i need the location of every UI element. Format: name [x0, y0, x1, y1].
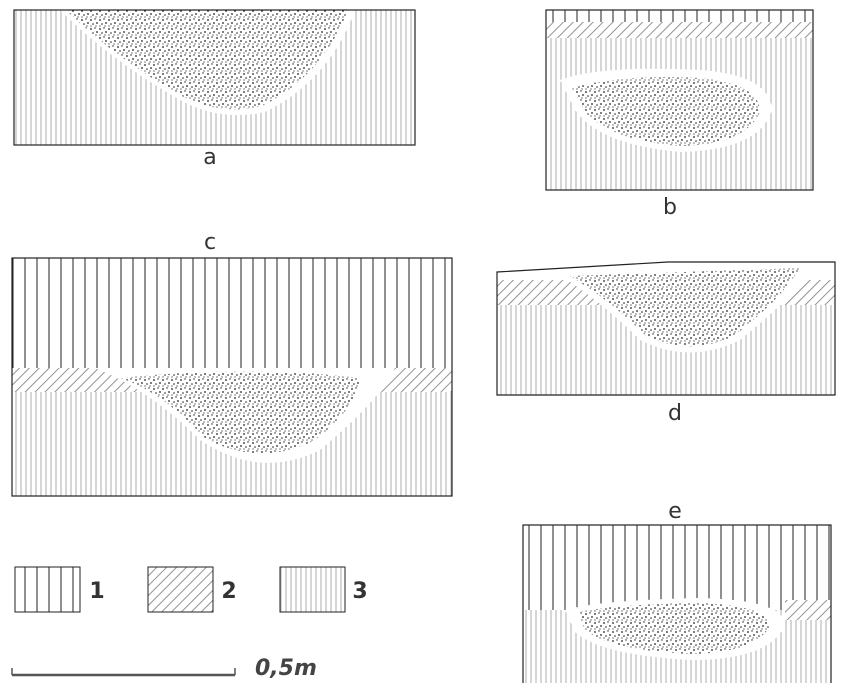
- legend-label: 2: [221, 579, 236, 604]
- panel-label: c: [204, 230, 216, 255]
- legend-swatch: [279, 566, 346, 613]
- scale-bar: 0,5m: [11, 656, 317, 681]
- panel-c: c: [11, 230, 453, 497]
- panel-label: d: [668, 401, 682, 426]
- panel-e: e: [522, 499, 832, 683]
- legend-label: 1: [89, 579, 104, 604]
- scale-label: 0,5m: [255, 656, 317, 681]
- panel-a: a: [13, 9, 416, 170]
- panel-label: b: [663, 195, 677, 220]
- legend: 1 2 3: [14, 566, 368, 613]
- panel-label: a: [203, 145, 216, 170]
- legend-swatch: [147, 566, 214, 613]
- legend-swatch: [14, 566, 81, 613]
- panel-label: e: [668, 499, 682, 524]
- legend-label: 3: [352, 579, 367, 604]
- panel-d: d: [496, 261, 836, 426]
- panel-b: b: [545, 9, 814, 220]
